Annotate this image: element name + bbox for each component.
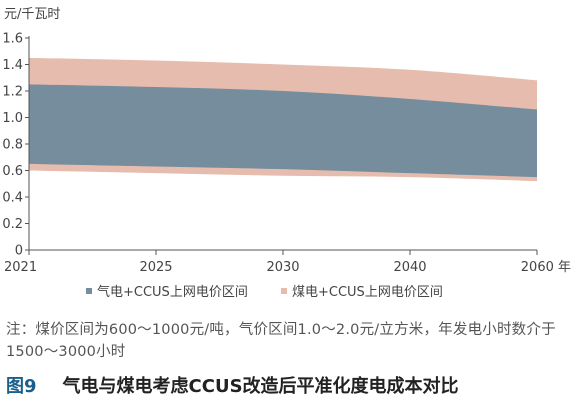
y-tick-label: 0.8 — [2, 138, 23, 153]
legend-swatch-1 — [281, 288, 287, 294]
y-tick-label: 1.4 — [2, 58, 23, 73]
series-area-0 — [29, 84, 537, 178]
figure-caption: 图9 气电与煤电考虑CCUS改造后平准化度电成本对比 — [6, 372, 568, 398]
chart-legend: 气电+CCUS上网电价区间 煤电+CCUS上网电价区间 — [86, 284, 443, 300]
legend-label-1: 煤电+CCUS上网电价区间 — [292, 285, 443, 300]
x-tick-label: 2030 — [266, 260, 299, 275]
x-tick-label: 2040 — [393, 260, 426, 275]
x-tick-label: 2025 — [139, 260, 172, 275]
figure-title: 气电与煤电考虑CCUS改造后平准化度电成本对比 — [62, 376, 459, 397]
legend-swatch-0 — [86, 288, 92, 294]
y-axis-unit-label: 元/千瓦时 — [4, 7, 60, 22]
y-tick-label: 0.6 — [2, 164, 23, 179]
y-tick-label: 0 — [15, 244, 23, 259]
figure-number: 图9 — [6, 376, 37, 397]
y-tick-label: 0.4 — [2, 191, 23, 206]
x-tick-label: 2021 — [4, 260, 37, 275]
y-tick-label: 0.2 — [2, 217, 23, 232]
y-tick-label: 1.2 — [2, 85, 23, 100]
x-tick-label: 2060 年 — [521, 260, 571, 275]
y-tick-label: 1.6 — [2, 32, 23, 47]
chart-note: 注：煤价区间为600～1000元/吨，气价区间1.0～2.0元/立方米，年发电小… — [6, 322, 556, 360]
legend-label-0: 气电+CCUS上网电价区间 — [97, 284, 248, 300]
chart-areas — [29, 57, 537, 182]
y-tick-label: 1.0 — [2, 111, 23, 126]
chart-axes: 0 0.2 0.4 0.6 0.8 1.0 1.2 1.4 1.6 2021 2025 2030 204… — [2, 32, 571, 276]
chart: 元/千瓦时 0 0.2 0.4 0.6 0.8 1.0 1.2 1.4 1.6 2021 2025 2… — [2, 7, 571, 300]
